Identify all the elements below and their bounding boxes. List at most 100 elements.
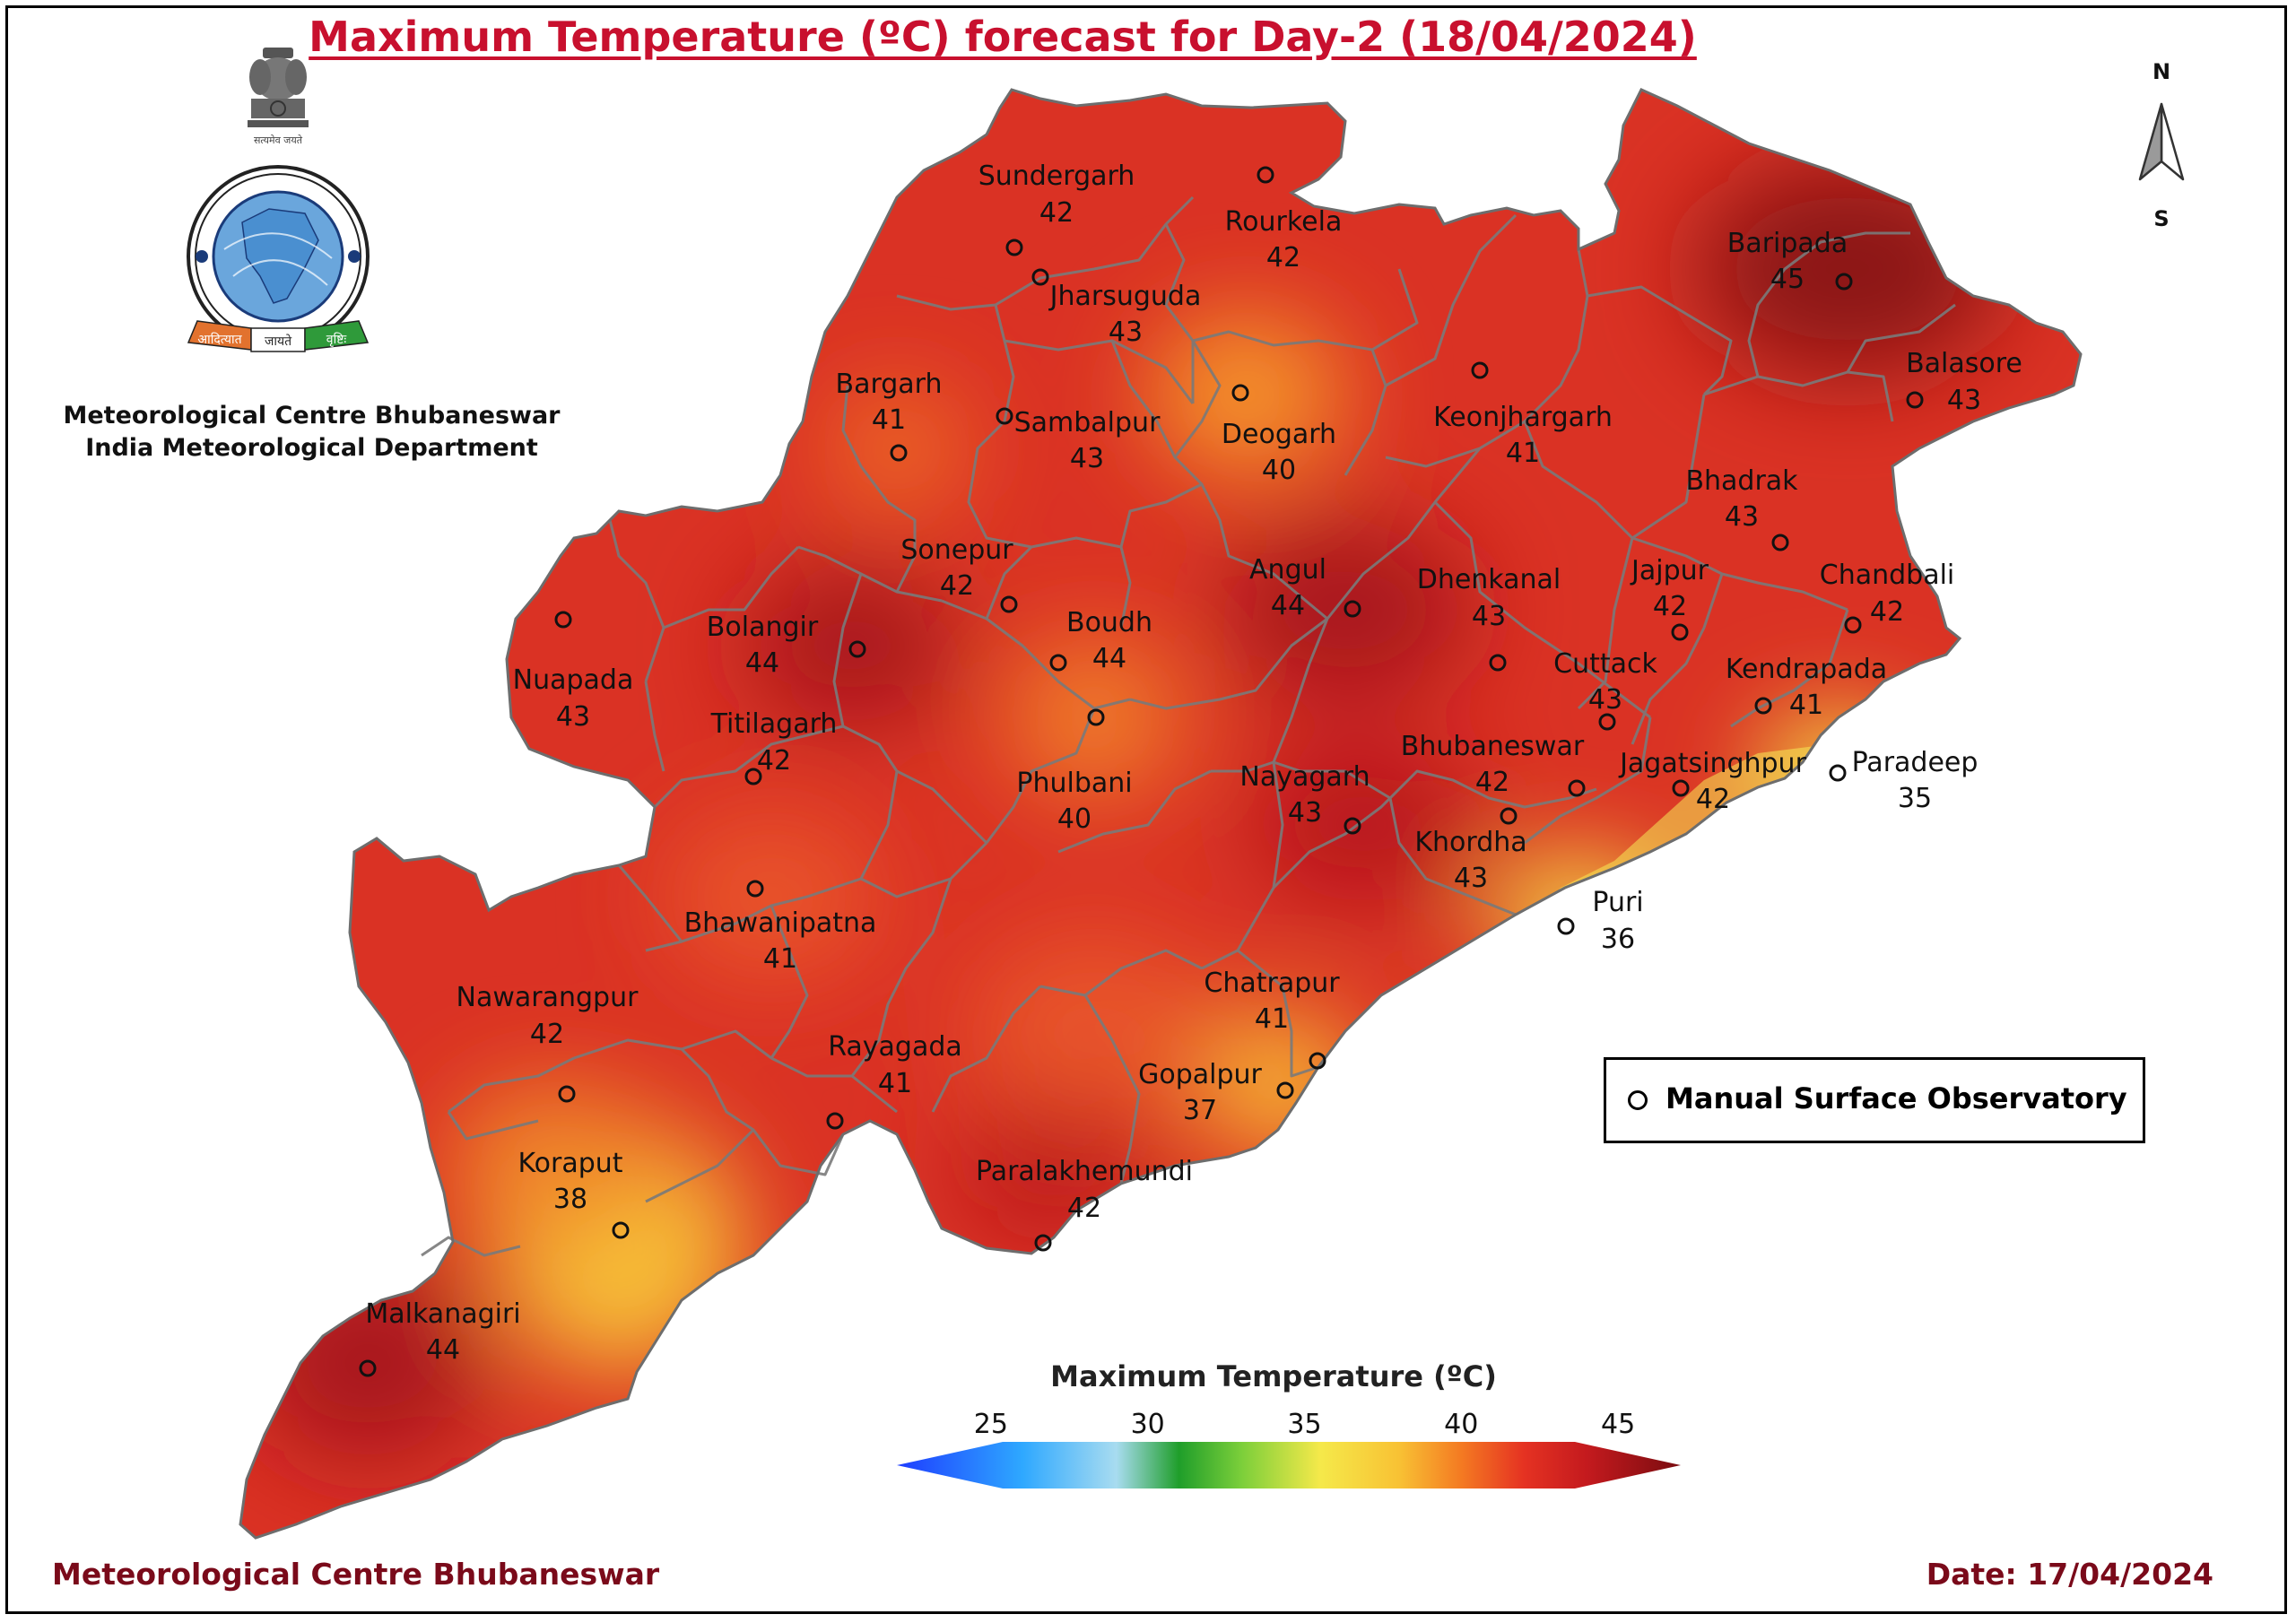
station-name: Keonjhargarh	[1433, 402, 1613, 433]
station-name: Nuapada	[513, 664, 634, 696]
station-temperature: 41	[1789, 690, 1823, 721]
station-marker-icon	[1087, 708, 1105, 726]
station-marker-icon	[1005, 239, 1023, 256]
station-temperature: 37	[1183, 1095, 1217, 1126]
station: Sundergarh 42	[978, 161, 1135, 256]
station-name: Sambalpur	[1014, 407, 1161, 438]
station: Malkanagiri 44	[359, 1298, 521, 1377]
station-name: Malkanagiri	[365, 1298, 520, 1330]
station-name: Chatrapur	[1204, 968, 1340, 999]
station-temperature: 44	[426, 1334, 460, 1366]
station-temperature: 43	[1588, 684, 1622, 716]
station-marker-icon	[1598, 713, 1616, 731]
org-name-line2: India Meteorological Department	[85, 434, 538, 462]
station-temperature: 43	[1472, 601, 1506, 632]
station-temperature: 42	[1067, 1193, 1101, 1224]
station-name: Bolangir	[707, 612, 819, 643]
station-marker-icon	[1829, 764, 1847, 782]
station: Kendrapada 41	[1726, 654, 1887, 721]
station: Baripada 45	[1727, 228, 1853, 295]
station-temperature: 42	[940, 570, 974, 602]
colorbar-ticks: 25 30 35 40 45	[974, 1409, 1635, 1440]
station: Jajpur 42	[1630, 555, 1709, 641]
station-marker-icon	[1906, 391, 1924, 409]
station-marker-icon	[1031, 268, 1049, 286]
station-temperature: 43	[1070, 443, 1104, 474]
station-marker-icon	[554, 611, 572, 629]
station-temperature: 35	[1898, 783, 1932, 814]
station-name: Jharsuguda	[1048, 281, 1202, 312]
north-label: N	[2152, 59, 2171, 84]
colorbar-tick-label: 40	[1444, 1409, 1478, 1440]
station-name: Jajpur	[1630, 555, 1709, 586]
station-temperature: 43	[1725, 501, 1759, 533]
station: Angul 44	[1249, 554, 1361, 621]
station-marker-icon	[1344, 817, 1361, 835]
station-name: Phulbani	[1016, 768, 1132, 799]
station-temperature: 41	[872, 404, 906, 436]
station-marker-icon	[1754, 697, 1772, 715]
station: Chandbali 42	[1820, 560, 1954, 634]
station: Boudh 44	[1049, 607, 1152, 674]
station-name: Bhadrak	[1685, 465, 1798, 497]
imd-logo: सत्यमेव जयते आदित्यात जायते वृष्टिः	[170, 43, 386, 375]
station-temperature: 42	[1266, 242, 1300, 273]
station-name: Sonepur	[900, 534, 1013, 566]
station-name: Puri	[1592, 887, 1643, 918]
footer-date: Date: 17/04/2024	[1926, 1557, 2213, 1592]
station-marker-icon	[1309, 1052, 1326, 1070]
station-temperature: 45	[1770, 264, 1805, 295]
station-temperature: 40	[1057, 803, 1091, 835]
station-marker-icon	[1500, 807, 1518, 825]
station-marker-icon	[1049, 654, 1067, 672]
station-temperature: 41	[763, 943, 797, 975]
colorbar-tick-label: 35	[1287, 1409, 1321, 1440]
station-name: Gopalpur	[1138, 1059, 1262, 1090]
station-temperature: 41	[1506, 438, 1540, 469]
station-temperature: 42	[1475, 767, 1509, 798]
station: Sonepur 42	[900, 534, 1018, 613]
station-name: Cuttack	[1553, 648, 1657, 680]
station-marker-icon	[1771, 534, 1789, 551]
station-name: Balasore	[1906, 348, 2022, 379]
station: Nuapada 43	[513, 611, 634, 733]
station-marker-icon	[612, 1221, 630, 1239]
footer-org: Meteorological Centre Bhubaneswar	[52, 1557, 660, 1592]
north-arrow-icon	[2138, 102, 2185, 181]
station-temperature: 40	[1262, 455, 1296, 486]
station-name: Kendrapada	[1726, 654, 1887, 685]
station-marker-icon	[1471, 361, 1489, 379]
stations-layer: Sundergarh 42 Rourkela 42 Jharsuguda 43 Baripa…	[359, 161, 2022, 1377]
station-marker-icon	[1344, 600, 1361, 618]
colorbar-bar	[897, 1442, 1681, 1488]
station-name: Nawarangpur	[457, 982, 639, 1013]
station-temperature: 44	[1092, 643, 1126, 674]
station-marker-icon	[1844, 616, 1862, 634]
station-name: Rourkela	[1225, 206, 1343, 238]
map-legend: Manual Surface Observatory	[1604, 1057, 2145, 1143]
station-marker-icon	[1568, 779, 1586, 797]
station-marker-icon	[1257, 166, 1274, 184]
map-title: Maximum Temperature (ºC) forecast for Da…	[309, 13, 1697, 61]
station: Nawarangpur 42	[457, 982, 639, 1103]
station-marker-icon	[890, 444, 908, 462]
station: Bargarh 41	[835, 369, 943, 462]
motto-right: वृष्टिः	[326, 332, 348, 347]
station: Nayagarh 43	[1239, 761, 1370, 835]
station-temperature: 41	[1255, 1003, 1289, 1035]
station-marker-icon	[848, 640, 866, 658]
south-label: S	[2153, 206, 2170, 231]
colorbar-tick-label: 25	[974, 1409, 1008, 1440]
station-name: Khordha	[1414, 827, 1526, 858]
station-marker-icon	[744, 768, 762, 785]
station-marker-icon	[359, 1359, 377, 1377]
station-marker-icon	[1000, 595, 1018, 613]
station-temperature: 42	[1696, 784, 1730, 815]
station: Cuttack 43	[1553, 648, 1657, 731]
station: Sambalpur 43	[996, 407, 1161, 474]
motto-mid: जायते	[265, 334, 292, 349]
station-temperature: 44	[1271, 590, 1305, 621]
station-name: Baripada	[1727, 228, 1848, 259]
station: Khordha 43	[1414, 779, 1586, 894]
